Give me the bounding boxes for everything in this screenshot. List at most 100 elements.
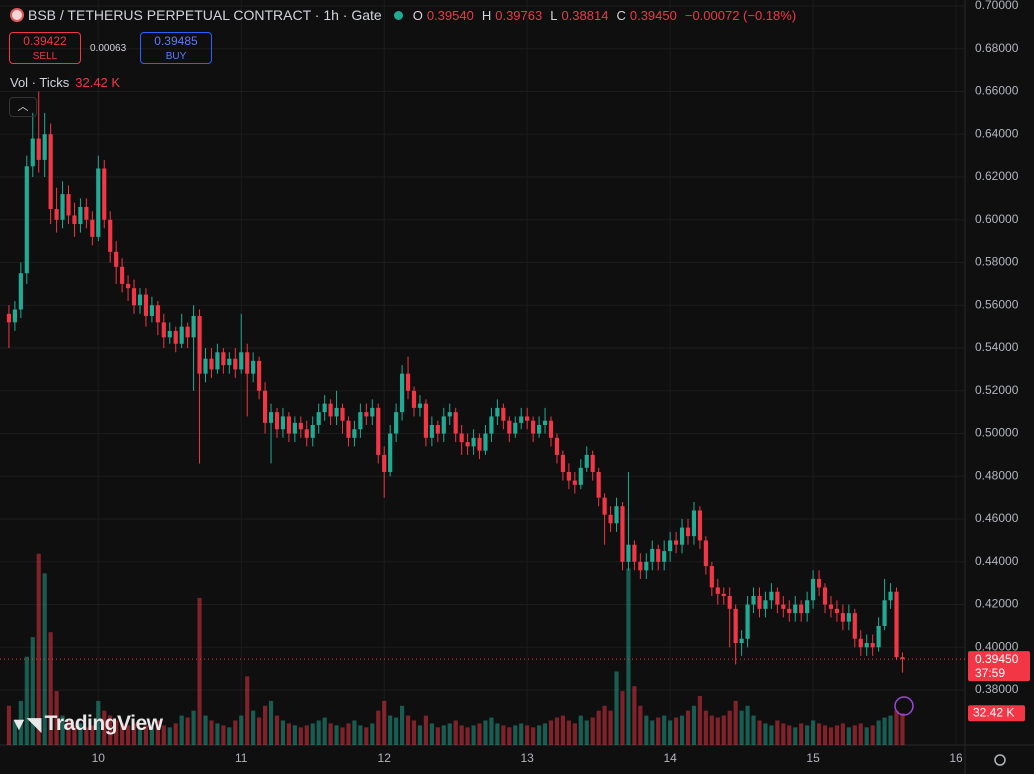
- candle-body: [155, 305, 160, 323]
- candle-body: [733, 608, 738, 644]
- volume-bar: [143, 725, 149, 745]
- candle-body: [507, 420, 512, 434]
- candle-body: [394, 412, 399, 434]
- candle-body: [60, 194, 65, 220]
- volume-bar: [697, 695, 703, 745]
- volume-bar: [537, 725, 542, 745]
- volume-bar: [423, 715, 428, 745]
- volume-bar: [179, 715, 184, 745]
- volume-bar: [203, 715, 208, 745]
- volume-bar: [691, 705, 697, 745]
- volume-bar: [346, 723, 351, 745]
- candle-body: [793, 604, 798, 614]
- volume-bar: [239, 715, 244, 745]
- volume-bar: [834, 725, 840, 745]
- candle-body: [566, 472, 571, 481]
- candle-body: [274, 412, 280, 430]
- candle-body: [120, 266, 125, 284]
- candle-body: [304, 429, 309, 438]
- volume-bar: [251, 710, 256, 745]
- candle-body: [828, 604, 834, 609]
- volume-bar: [703, 710, 708, 745]
- volume-bar: [816, 723, 822, 745]
- buy-price: 0.39485: [154, 34, 198, 48]
- candle-body: [721, 593, 726, 596]
- candle-body: [328, 403, 333, 417]
- volume-bar: [66, 720, 71, 745]
- volume-bar: [394, 717, 399, 745]
- candle-body: [334, 407, 339, 417]
- candle-body: [292, 422, 297, 434]
- settings-icon: [994, 754, 1006, 766]
- y-tick-label: 0.58000: [975, 255, 1019, 269]
- y-tick-label: 0.38000: [975, 682, 1019, 696]
- volume-bar: [215, 723, 220, 745]
- candle-body: [358, 412, 363, 430]
- ohlc-value: 0.39540: [426, 7, 474, 23]
- candle-body: [638, 561, 643, 571]
- y-tick-label: 0.48000: [975, 468, 1019, 482]
- buy-button[interactable]: 0.39485 BUY: [140, 32, 212, 64]
- candle-body: [757, 596, 762, 609]
- volume-bar: [54, 691, 59, 745]
- candle-body: [650, 548, 655, 562]
- last-price-label: 0.39450: [975, 652, 1019, 666]
- ohlc-key: L: [550, 7, 558, 23]
- volume-bar: [322, 717, 327, 745]
- collapse-button[interactable]: ︿: [9, 97, 37, 117]
- volume-bar: [18, 700, 23, 745]
- status-dot: [393, 10, 403, 20]
- volume-bar: [531, 727, 536, 745]
- y-tick-label: 0.70000: [975, 0, 1019, 12]
- volume-bar: [471, 725, 476, 745]
- volume-bar: [578, 715, 583, 745]
- logo-text: TradingView: [44, 712, 163, 735]
- volume-bar: [72, 725, 77, 745]
- volume-bar: [793, 727, 798, 745]
- y-tick-label: 0.68000: [975, 41, 1019, 55]
- candle-body: [703, 540, 708, 567]
- candle-body: [679, 527, 685, 545]
- ohlc-value: 0.39763: [495, 7, 543, 23]
- volume-bar: [513, 725, 518, 745]
- candle-body: [900, 657, 905, 660]
- buy-label: BUY: [165, 51, 187, 62]
- candle-body: [596, 472, 601, 498]
- volume-bar: [227, 727, 232, 745]
- candle-body: [775, 591, 780, 605]
- candle-body: [340, 407, 345, 421]
- candle-body: [131, 288, 137, 306]
- candle-body: [584, 454, 589, 468]
- x-tick-label: 11: [235, 751, 248, 765]
- candle-body: [709, 566, 714, 588]
- volume-bar: [739, 710, 744, 745]
- volume-bar: [894, 710, 899, 745]
- candle-body: [6, 313, 12, 323]
- candle-body: [102, 168, 107, 220]
- volume-bar: [90, 725, 95, 745]
- volume-bar: [662, 715, 667, 745]
- volume-bar: [715, 717, 720, 745]
- volume-bar: [125, 725, 131, 745]
- candle-body: [209, 358, 214, 370]
- volume-bar: [781, 723, 786, 745]
- sell-button[interactable]: 0.39422 SELL: [9, 32, 81, 64]
- x-tick-label: 16: [949, 751, 963, 765]
- candle-body: [489, 416, 494, 434]
- candle-body: [221, 352, 226, 366]
- candle-body: [763, 600, 768, 609]
- candle-body: [268, 412, 274, 423]
- candle-body: [656, 548, 661, 562]
- candle-body: [668, 540, 673, 552]
- volume-bar: [405, 715, 411, 745]
- y-tick-label: 0.42000: [975, 597, 1019, 611]
- candle-body: [382, 454, 387, 473]
- candle-body: [316, 412, 321, 425]
- volume-bar: [811, 720, 816, 745]
- candle-body: [751, 596, 756, 605]
- y-tick-label: 0.50000: [975, 426, 1019, 440]
- candle-body: [846, 613, 851, 622]
- volume-bar: [435, 727, 440, 745]
- y-tick-label: 0.66000: [975, 84, 1019, 98]
- candle-body: [602, 497, 607, 515]
